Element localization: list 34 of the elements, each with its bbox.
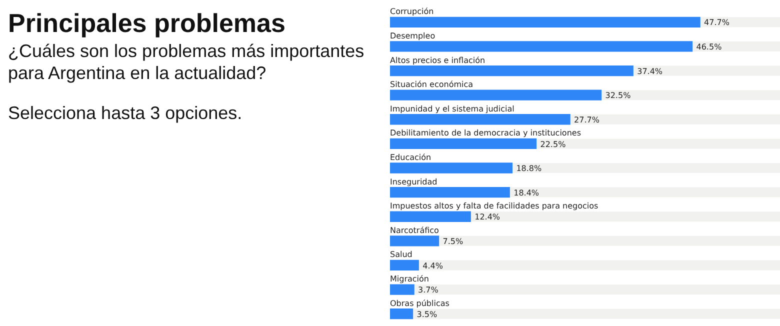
data-label: 7.5% xyxy=(442,237,464,246)
y-tick-label: Situación económica xyxy=(390,80,474,90)
y-tick-label: Impuestos altos y falta de facilidades para negocios xyxy=(390,202,598,211)
data-label: 46.5% xyxy=(696,42,722,52)
bar xyxy=(390,260,419,271)
data-label: 47.7% xyxy=(704,18,730,28)
data-label: 12.4% xyxy=(474,212,500,222)
y-tick-label: Impunidad y el sistema judicial xyxy=(390,104,514,114)
y-tick-label: Migración xyxy=(390,274,429,284)
y-tick-label: Inseguridad xyxy=(390,177,438,186)
data-label: 37.4% xyxy=(637,66,663,76)
data-label: 32.5% xyxy=(605,91,632,100)
y-tick-label: Corrupción xyxy=(390,7,434,16)
y-tick-label: Salud xyxy=(390,250,412,260)
y-tick-label: Obras públicas xyxy=(390,298,450,308)
y-tick-label: Narcotráfico xyxy=(390,226,440,235)
bar xyxy=(390,236,440,246)
y-tick-label: Altos precios e inflación xyxy=(390,56,486,65)
bar xyxy=(390,211,471,222)
data-label: 27.7% xyxy=(574,115,600,124)
data-label: 3.5% xyxy=(416,310,438,319)
bar xyxy=(390,308,414,320)
y-tick-label: Educación xyxy=(390,153,432,162)
data-label: 18.4% xyxy=(514,188,540,198)
text: Principales problemas xyxy=(8,8,286,38)
data-label: 4.4% xyxy=(422,261,444,270)
data-label: 18.8% xyxy=(516,164,542,174)
y-tick-label: Desempleo xyxy=(390,31,436,40)
text: ¿Cuáles son los problemas más importantes para Argentina en la actualidad? xyxy=(8,40,366,84)
data-label: 22.5% xyxy=(540,140,566,149)
text: Selecciona hasta 3 opciones. xyxy=(8,102,244,124)
y-tick-label: Debilitamiento de la democracia y instituciones xyxy=(390,128,581,138)
data-label: 3.7% xyxy=(418,286,439,295)
bar xyxy=(390,284,414,295)
